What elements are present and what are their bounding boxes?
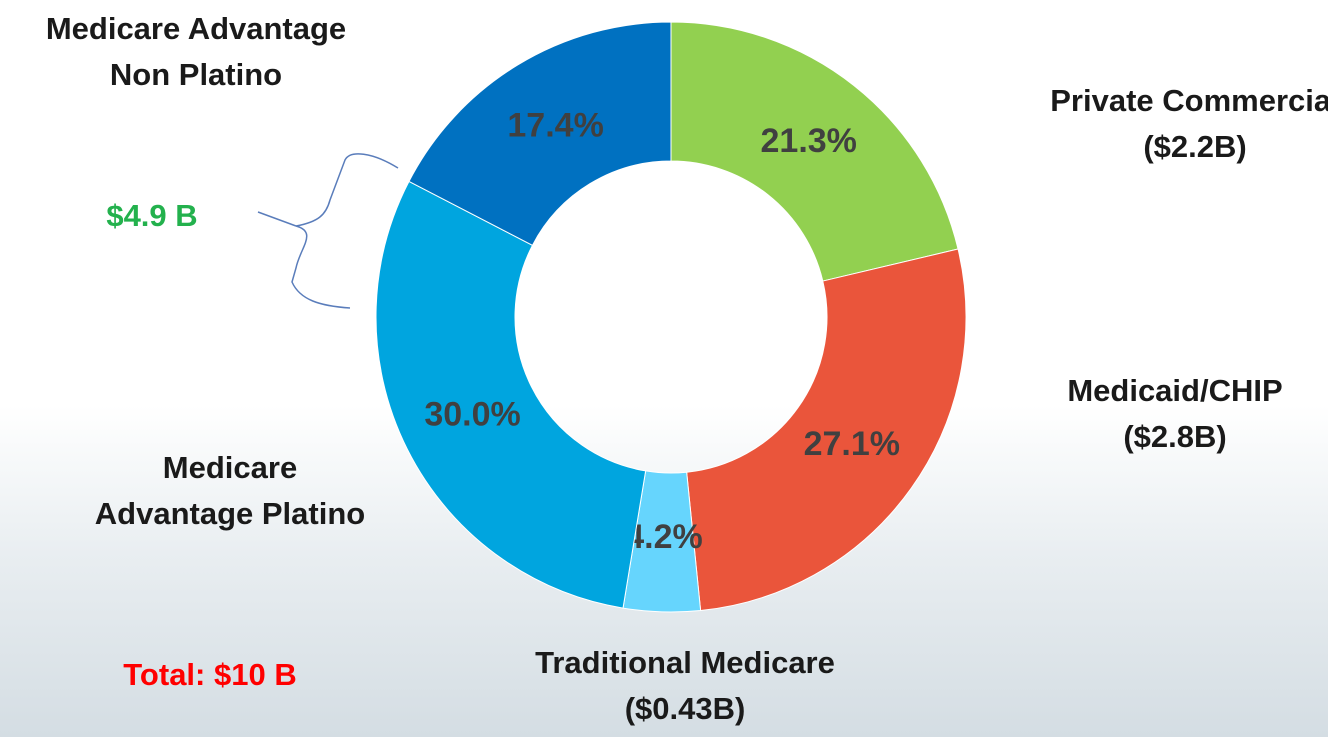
category-label: Private Commercial: [1025, 78, 1328, 124]
category-label: Medicaid/CHIP: [1025, 368, 1325, 414]
annotation: Total: $10 B: [60, 652, 360, 698]
value-label: 17.4%: [507, 106, 603, 144]
slide: 21.3%27.1%4.2%30.0%17.4% Private Commerc…: [0, 0, 1328, 737]
amount-label: ($0.43B): [485, 686, 885, 732]
brace-tip: [258, 212, 296, 226]
category-label: Medicare Advantage Non Platino: [36, 6, 356, 98]
category-label: Medicare Advantage Platino: [90, 445, 370, 537]
category-label: Traditional Medicare: [485, 640, 885, 686]
value-label: 30.0%: [424, 396, 520, 434]
value-label: 21.3%: [761, 122, 857, 160]
annotation: $4.9 B: [52, 193, 252, 239]
value-label: 27.1%: [804, 425, 900, 463]
amount-label: ($2.8B): [1025, 414, 1325, 460]
amount-label: ($2.2B): [1025, 124, 1328, 170]
